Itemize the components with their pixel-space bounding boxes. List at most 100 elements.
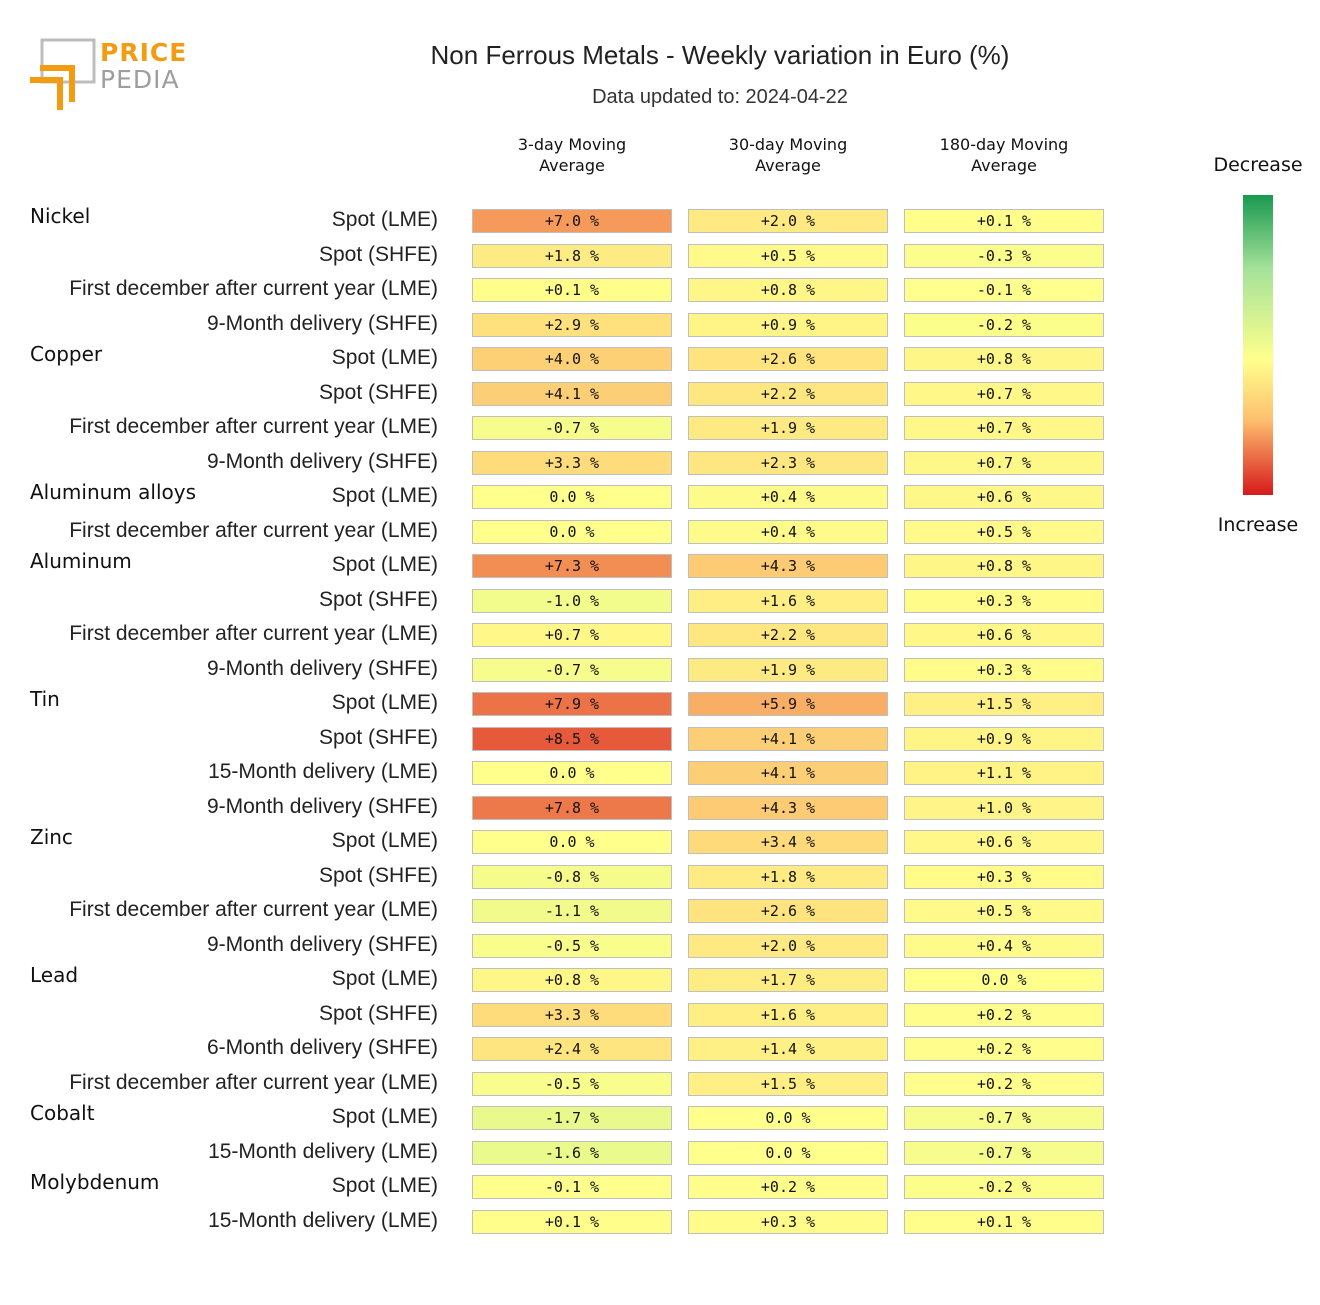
column-header-line: 30-day Moving xyxy=(728,135,848,154)
heatmap-cell: +2.4 % xyxy=(472,1037,672,1061)
heatmap-cell: -0.7 % xyxy=(472,416,672,440)
column-header-line: Average xyxy=(971,156,1037,175)
heatmap-cell: +1.8 % xyxy=(472,243,672,268)
heatmap-cell: +1.0 % xyxy=(904,795,1104,820)
row-label: 9-Month delivery (SHFE) xyxy=(206,311,438,335)
heatmap-cell: 0.0 % xyxy=(472,830,672,854)
heatmap-cell: +0.1 % xyxy=(904,209,1104,233)
heatmap-cell: -1.1 % xyxy=(472,899,672,923)
heatmap-cell: +1.9 % xyxy=(688,416,888,440)
heatmap-cell: +4.3 % xyxy=(688,795,888,820)
heatmap-cell: -0.7 % xyxy=(904,1106,1104,1130)
row-label: First december after current year (LME) xyxy=(69,622,438,645)
column-header-2: 30-day Moving Average xyxy=(683,134,893,176)
heatmap-cell: +0.1 % xyxy=(472,278,672,302)
heatmap-cell: +0.8 % xyxy=(472,968,672,992)
heatmap-cell: +4.1 % xyxy=(472,381,672,406)
heatmap-cell: +4.1 % xyxy=(688,761,888,785)
heatmap-cell: +3.3 % xyxy=(472,1002,672,1027)
chart-title: Non Ferrous Metals - Weekly variation in… xyxy=(430,40,1010,70)
row-label: 15-Month delivery (LME) xyxy=(208,1139,438,1163)
heatmap-cell: 0.0 % xyxy=(688,1140,888,1165)
color-scale-bar xyxy=(1243,195,1273,495)
legend-increase-label: Increase xyxy=(1217,514,1299,536)
row-label: Spot (SHFE) xyxy=(318,863,438,887)
heatmap-cell: +4.0 % xyxy=(472,347,672,371)
metal-group-label: Zinc xyxy=(30,825,73,849)
metal-group-label: Aluminum xyxy=(30,549,132,573)
heatmap-cell: +0.7 % xyxy=(904,450,1104,475)
heatmap-cell: +0.5 % xyxy=(904,899,1104,923)
heatmap-cell: +0.3 % xyxy=(904,864,1104,889)
heatmap-cell: -0.8 % xyxy=(472,864,672,889)
heatmap-cell: -0.3 % xyxy=(904,243,1104,268)
metal-group-label: Lead xyxy=(30,963,79,987)
row-label: Spot (LME) xyxy=(331,829,438,852)
row-label: 9-Month delivery (SHFE) xyxy=(206,932,438,956)
heatmap-cell: 0.0 % xyxy=(472,761,672,785)
heatmap-cell: +0.7 % xyxy=(904,381,1104,406)
heatmap-cell: +0.8 % xyxy=(688,278,888,302)
heatmap-cell: 0.0 % xyxy=(904,968,1104,992)
heatmap-cell: +0.4 % xyxy=(688,485,888,509)
heatmap-cell: 0.0 % xyxy=(472,485,672,509)
heatmap-cell: +1.1 % xyxy=(904,761,1104,785)
row-label: Spot (LME) xyxy=(331,208,438,231)
heatmap-cell: +0.4 % xyxy=(688,519,888,544)
heatmap-cell: +0.5 % xyxy=(688,243,888,268)
heatmap-cell: +2.9 % xyxy=(472,312,672,337)
heatmap-cell: -0.5 % xyxy=(472,933,672,958)
metal-group-label: Cobalt xyxy=(30,1101,95,1125)
row-label: First december after current year (LME) xyxy=(69,518,438,542)
heatmap-cell: +0.6 % xyxy=(904,830,1104,854)
metal-group-label: Aluminum alloys xyxy=(30,480,197,504)
heatmap-cell: +0.3 % xyxy=(688,1209,888,1234)
heatmap-cell: +1.6 % xyxy=(688,1002,888,1027)
heatmap-cell: +2.6 % xyxy=(688,347,888,371)
column-header-line: 180-day Moving xyxy=(939,135,1069,154)
row-label: Spot (SHFE) xyxy=(318,587,438,611)
row-label: Spot (LME) xyxy=(331,484,438,507)
heatmap-cell: +5.9 % xyxy=(688,692,888,716)
heatmap-cell: +4.1 % xyxy=(688,726,888,751)
heatmap-cell: +1.6 % xyxy=(688,588,888,613)
heatmap-cell: +0.2 % xyxy=(904,1037,1104,1061)
heatmap-cell: +0.9 % xyxy=(904,726,1104,751)
metal-group-label: Tin xyxy=(30,687,60,711)
heatmap-cell: +1.9 % xyxy=(688,657,888,682)
heatmap-cell: -0.1 % xyxy=(904,278,1104,302)
heatmap-cell: +0.6 % xyxy=(904,623,1104,647)
row-label: Spot (LME) xyxy=(331,553,438,576)
row-label: 15-Month delivery (LME) xyxy=(208,1208,438,1232)
heatmap-cell: +7.8 % xyxy=(472,795,672,820)
heatmap-cell: +0.7 % xyxy=(904,416,1104,440)
pricepedia-logo: PRICE PEDIA xyxy=(30,38,187,110)
heatmap-cell: -0.7 % xyxy=(472,657,672,682)
row-label: First december after current year (LME) xyxy=(69,277,438,300)
heatmap-cell: +3.3 % xyxy=(472,450,672,475)
row-label: 9-Month delivery (SHFE) xyxy=(206,656,438,680)
row-label: First december after current year (LME) xyxy=(69,898,438,921)
metal-group-label: Nickel xyxy=(30,204,91,228)
heatmap-cell: +0.1 % xyxy=(904,1209,1104,1234)
heatmap-cell: +0.1 % xyxy=(472,1209,672,1234)
row-label: 9-Month delivery (SHFE) xyxy=(206,449,438,473)
heatmap-cell: +0.2 % xyxy=(904,1071,1104,1096)
row-label: Spot (SHFE) xyxy=(318,725,438,749)
heatmap-cell: +0.3 % xyxy=(904,588,1104,613)
heatmap-cell: +0.5 % xyxy=(904,519,1104,544)
heatmap-cell: +0.4 % xyxy=(904,933,1104,958)
row-label: First december after current year (LME) xyxy=(69,1070,438,1094)
heatmap-cell: -0.2 % xyxy=(904,1175,1104,1199)
logo-text-price: PRICE xyxy=(100,38,187,67)
metal-group-label: Molybdenum xyxy=(30,1170,160,1194)
heatmap-cell: +1.5 % xyxy=(904,692,1104,716)
row-label: 6-Month delivery (SHFE) xyxy=(206,1036,438,1059)
heatmap-cell: +2.0 % xyxy=(688,209,888,233)
heatmap-cell: +7.3 % xyxy=(472,554,672,578)
row-label: Spot (LME) xyxy=(331,346,438,369)
heatmap-cell: +0.9 % xyxy=(688,312,888,337)
heatmap-cell: +2.6 % xyxy=(688,899,888,923)
heatmap-cell: +0.3 % xyxy=(904,657,1104,682)
heatmap-cell: +0.2 % xyxy=(688,1175,888,1199)
